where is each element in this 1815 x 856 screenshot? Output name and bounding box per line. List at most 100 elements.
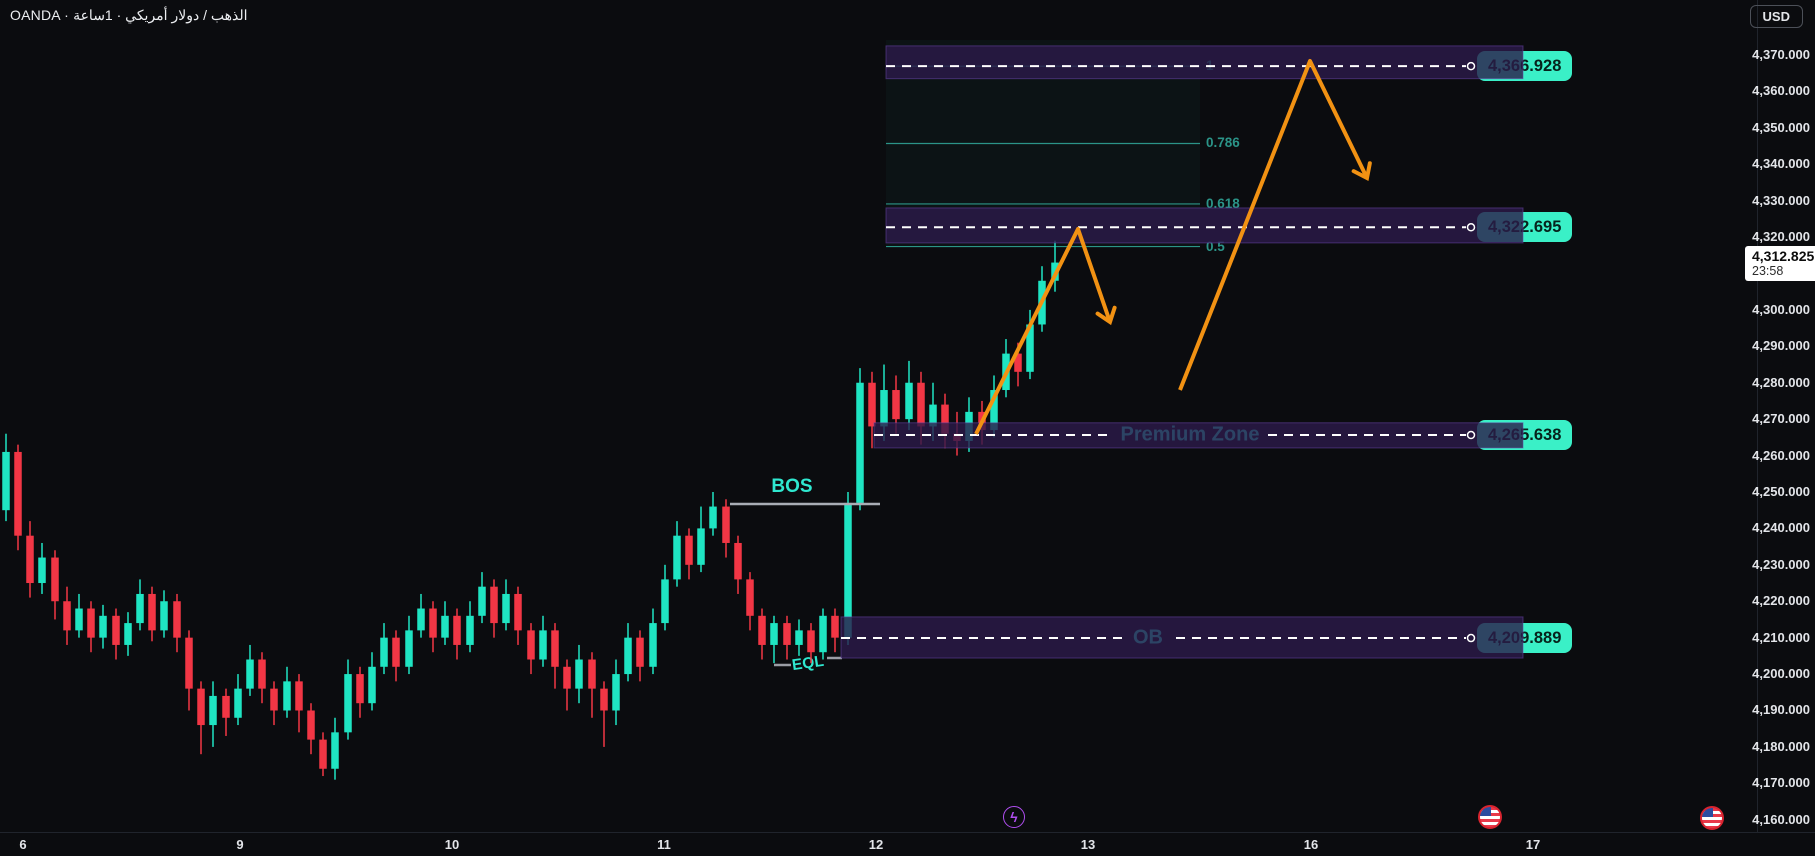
candle xyxy=(539,615,547,667)
candle xyxy=(124,612,132,656)
price-tick-label: 4,250.000 xyxy=(1752,483,1810,499)
candle xyxy=(453,608,461,660)
time-tick-label: 11 xyxy=(657,837,671,852)
candle xyxy=(185,630,193,711)
time-tick-label: 16 xyxy=(1303,837,1319,852)
candle xyxy=(173,593,181,653)
candle xyxy=(466,601,474,653)
candle xyxy=(551,623,559,689)
candle xyxy=(722,499,730,558)
candle xyxy=(905,360,913,431)
candlestick-chart-canvas[interactable] xyxy=(0,0,1757,832)
candle xyxy=(588,652,596,718)
price-tick-label: 4,230.000 xyxy=(1752,556,1810,572)
candle xyxy=(14,444,22,551)
candle xyxy=(344,659,352,740)
price-tick-label: 4,350.000 xyxy=(1752,119,1810,135)
candle xyxy=(856,368,864,511)
candle xyxy=(160,590,168,638)
price-tick-label: 4,260.000 xyxy=(1752,447,1810,463)
candle xyxy=(636,630,644,682)
candle xyxy=(258,652,266,704)
candle xyxy=(612,659,620,726)
candle xyxy=(746,572,754,631)
structure-drawings[interactable] xyxy=(730,502,880,667)
candle xyxy=(478,572,486,624)
price-tick-label: 4,280.000 xyxy=(1752,374,1810,390)
candle xyxy=(87,601,95,653)
candle xyxy=(429,601,437,653)
candle xyxy=(783,615,791,660)
price-tick-label: 4,200.000 xyxy=(1752,666,1810,682)
candle xyxy=(63,586,71,645)
price-axis[interactable]: 4,312.825 23:58 4,370.000 4,360.000 4,350.… xyxy=(1745,0,1815,832)
symbol-title[interactable]: OANDA · الذهب / دولار أمريكي · 1ساعة xyxy=(10,7,248,23)
economic-event-us-flag-icon[interactable] xyxy=(1700,806,1724,830)
economic-event-us-flag-icon[interactable] xyxy=(1478,805,1502,829)
candle xyxy=(380,623,388,675)
price-tick-label: 4,270.000 xyxy=(1752,411,1810,427)
candle xyxy=(148,586,156,642)
bos-label[interactable]: BOS xyxy=(771,476,813,497)
fib-level-label: 0.618 xyxy=(1206,195,1240,211)
time-tick-label: 9 xyxy=(236,837,244,852)
candle xyxy=(99,604,107,649)
candle xyxy=(38,542,46,594)
candle xyxy=(673,521,681,587)
candle xyxy=(697,506,705,573)
price-tick-label: 4,180.000 xyxy=(1752,738,1810,754)
candle xyxy=(307,703,315,755)
candle xyxy=(527,623,535,675)
candle xyxy=(331,717,339,780)
candle xyxy=(26,521,34,598)
candle xyxy=(709,491,717,536)
time-tick-label: 6 xyxy=(19,837,27,852)
candle xyxy=(319,732,327,777)
last-price-tag: 4,312.825 23:58 xyxy=(1745,246,1815,282)
projection-arrows[interactable] xyxy=(974,59,1372,435)
candle xyxy=(758,608,766,660)
time-tick-label: 17 xyxy=(1525,837,1541,852)
zone-rectangles[interactable] xyxy=(840,45,1524,659)
candle xyxy=(234,674,242,726)
chart-pane[interactable]: OANDA · الذهب / دولار أمريكي · 1ساعة 10.… xyxy=(0,0,1757,832)
candle xyxy=(2,433,10,522)
economic-event-lightning-icon[interactable]: ϟ xyxy=(1003,806,1025,828)
candle xyxy=(661,564,669,631)
fib-level-label: 0.786 xyxy=(1206,135,1240,151)
candle xyxy=(795,619,803,656)
candle xyxy=(295,674,303,733)
candle xyxy=(624,623,632,682)
candle xyxy=(514,586,522,645)
candle xyxy=(405,615,413,675)
candle xyxy=(502,579,510,631)
price-tick-label: 4,320.000 xyxy=(1752,229,1810,245)
candle xyxy=(75,593,83,638)
bar-countdown: 23:58 xyxy=(1752,264,1784,279)
price-tick-label: 4,330.000 xyxy=(1752,192,1810,208)
time-tick-label: 13 xyxy=(1080,837,1096,852)
candle xyxy=(575,644,583,704)
currency-button[interactable]: USD xyxy=(1749,5,1803,28)
candle xyxy=(685,528,693,580)
projection-arrow-2[interactable] xyxy=(1178,59,1372,391)
candle xyxy=(649,608,657,675)
price-tick-label: 4,370.000 xyxy=(1752,46,1810,62)
candle xyxy=(112,608,120,660)
time-axis[interactable]: 6 9 10 11 12 13 16 17 xyxy=(0,832,1815,856)
price-tick-label: 4,170.000 xyxy=(1752,775,1810,791)
candle xyxy=(831,608,839,653)
price-tick-label: 4,190.000 xyxy=(1752,702,1810,718)
price-tick-label: 4,210.000 xyxy=(1752,629,1810,645)
supply-zone-lower[interactable] xyxy=(885,207,1524,244)
price-tick-label: 4,300.000 xyxy=(1752,301,1810,317)
time-tick-label: 10 xyxy=(444,837,460,852)
candle xyxy=(368,652,376,711)
price-tick-label: 4,340.000 xyxy=(1752,156,1810,172)
candles xyxy=(2,240,1059,780)
supply-zone-upper[interactable] xyxy=(885,45,1524,80)
candle xyxy=(600,681,608,747)
projection-arrow-1[interactable] xyxy=(974,227,1117,435)
candle xyxy=(197,681,205,755)
